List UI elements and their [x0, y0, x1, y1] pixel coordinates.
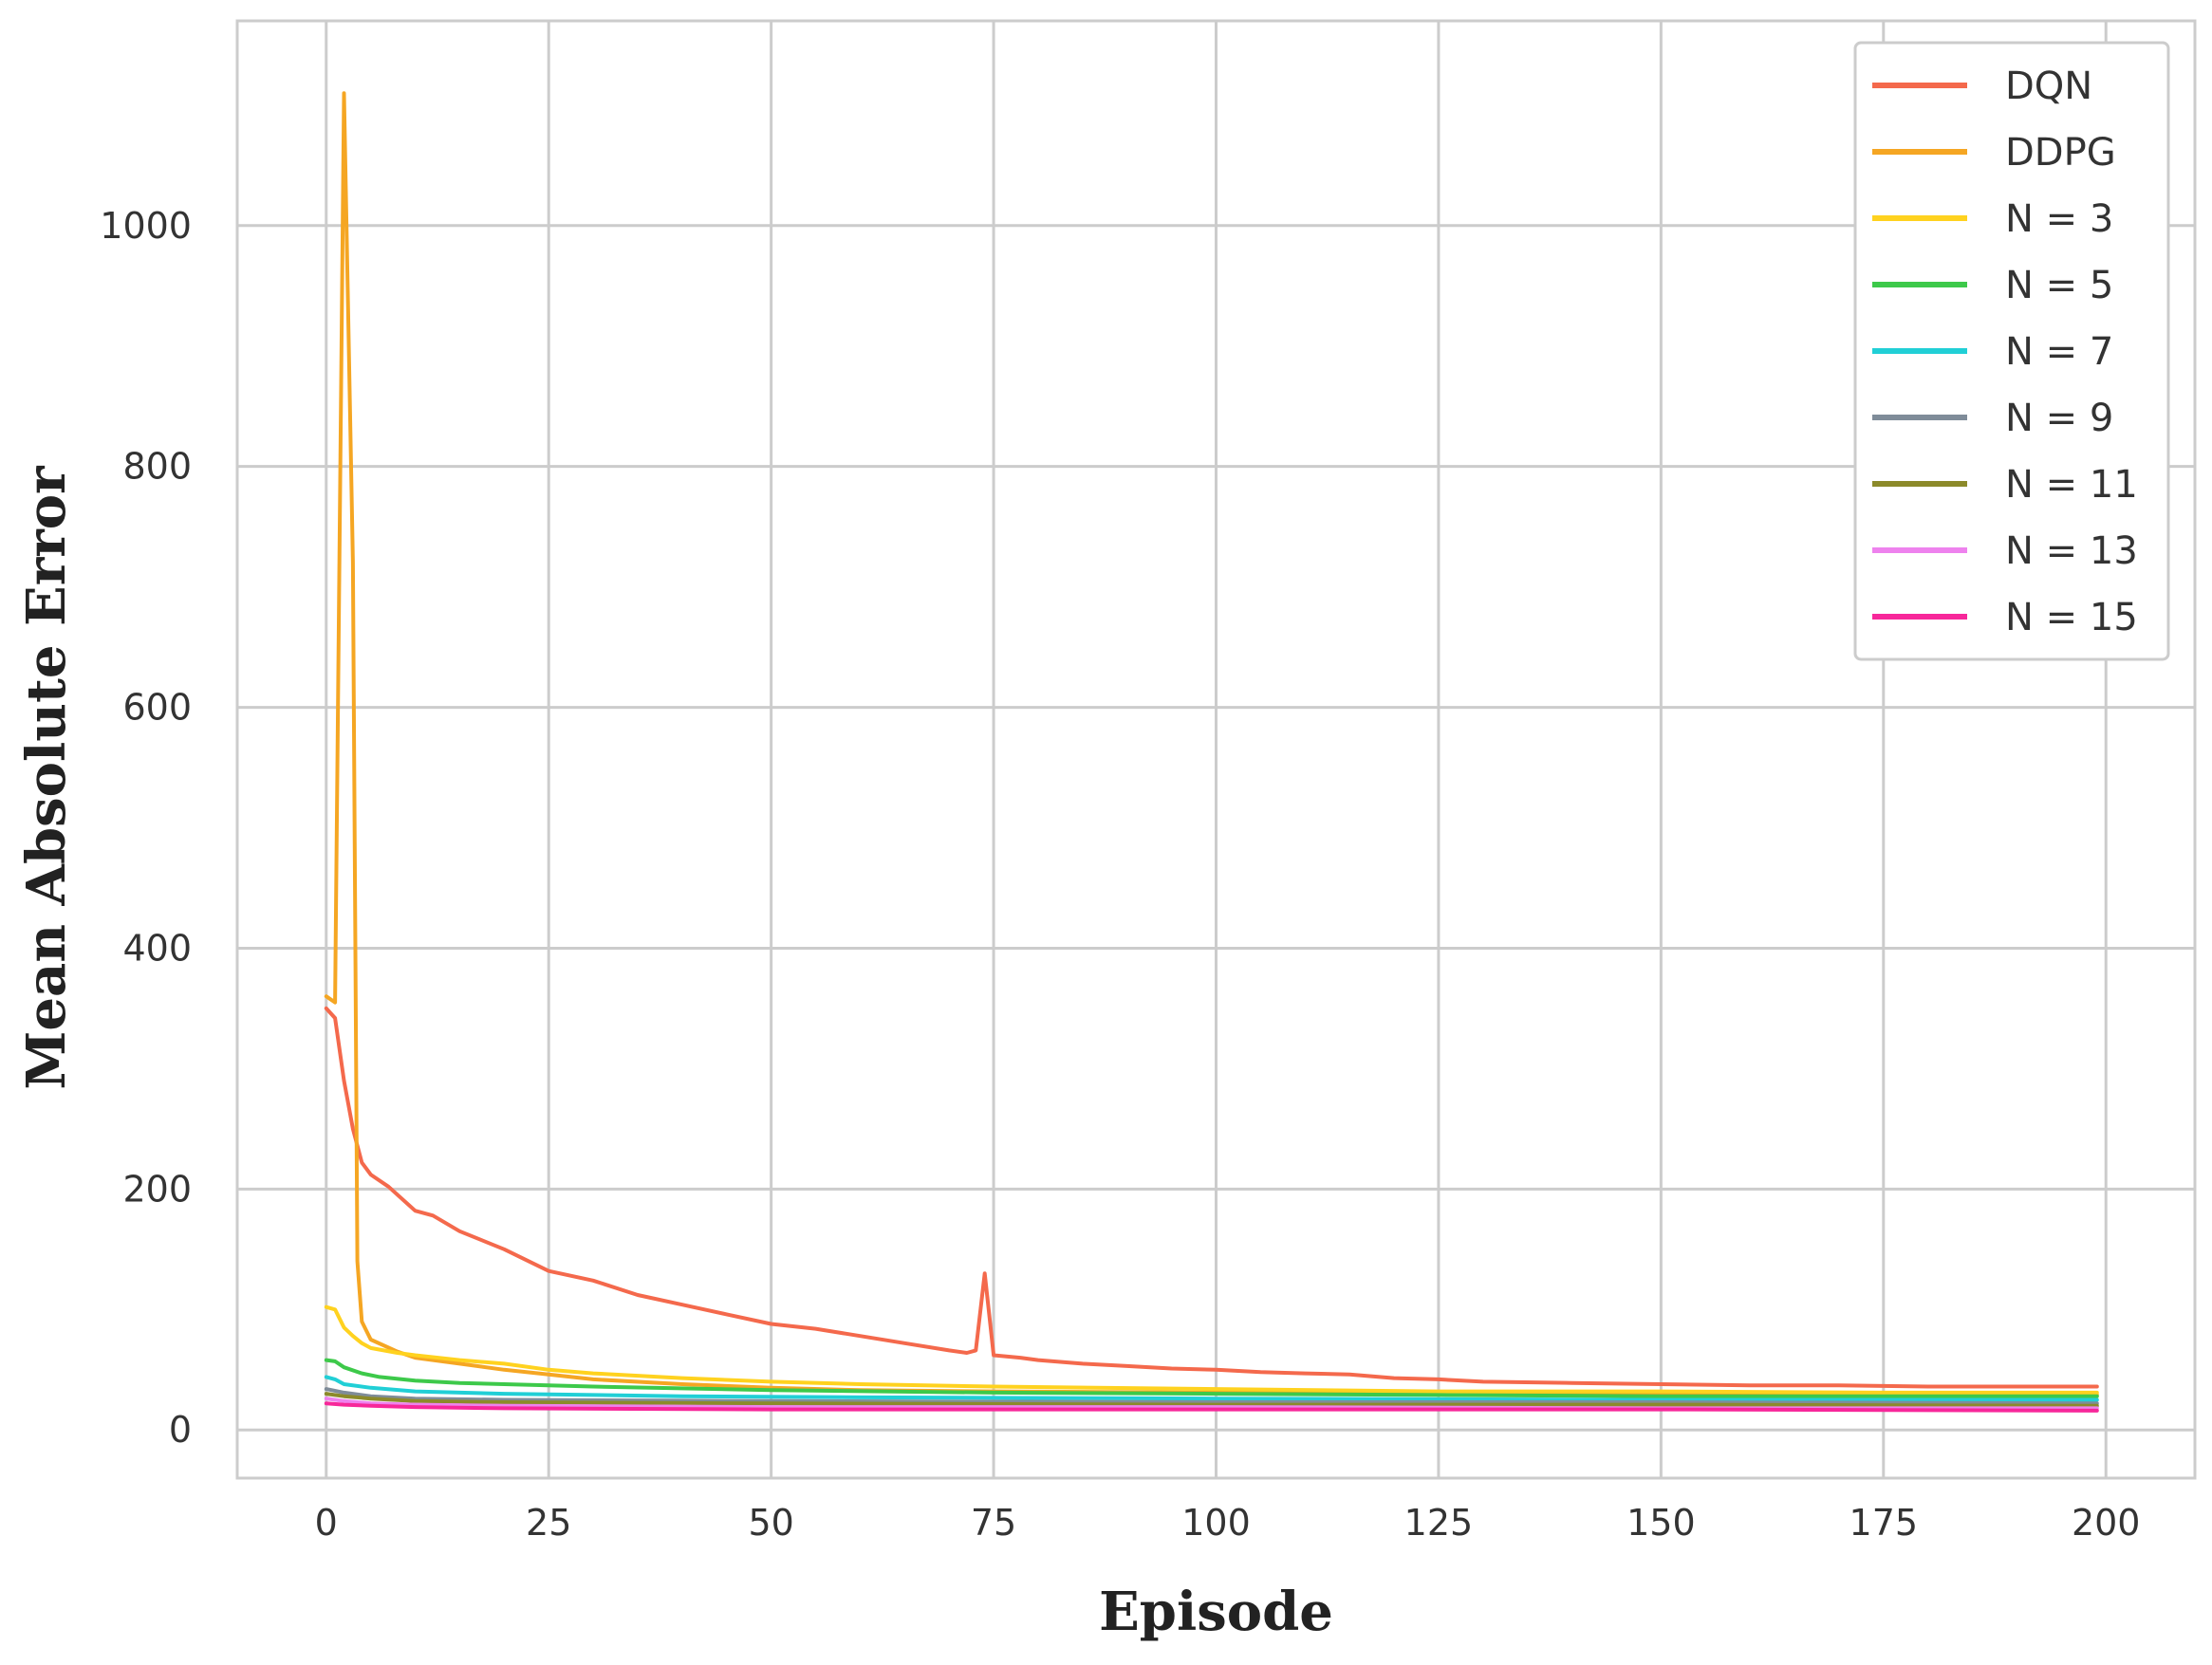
legend-label: N = 7 — [2005, 330, 2113, 374]
series-line-n-5 — [324, 1358, 2099, 1398]
legend-label: N = 13 — [2005, 529, 2138, 573]
series-line-n-7 — [324, 1375, 2099, 1402]
legend-label: N = 11 — [2005, 463, 2138, 507]
series-line-n-15 — [324, 1401, 2099, 1413]
x-tick-label: 0 — [315, 1502, 338, 1544]
x-tick-label: 75 — [971, 1502, 1016, 1544]
x-tick-label: 100 — [1181, 1502, 1251, 1544]
legend-box — [1853, 41, 2170, 661]
y-tick-label: 600 — [122, 687, 192, 729]
y-tick-label: 200 — [122, 1168, 192, 1210]
y-tick-label: 1000 — [100, 205, 192, 247]
legend-label: N = 15 — [2005, 596, 2138, 639]
plot-frame — [235, 19, 2197, 1480]
legend-label: N = 9 — [2005, 397, 2113, 440]
x-tick-label: 25 — [526, 1502, 571, 1544]
legend-label: DDPG — [2005, 131, 2116, 175]
x-tick-label: 150 — [1626, 1502, 1696, 1544]
x-tick-label: 50 — [748, 1502, 793, 1544]
x-tick-label: 175 — [1850, 1502, 1919, 1544]
series-lines — [324, 91, 2099, 1413]
legend: DQN DDPG N = 3 N = 5 N = 7 N = 9 N = 11 N = 13 N… — [1853, 41, 2170, 661]
series-line-n-9 — [324, 1387, 2099, 1406]
legend-label: DQN — [2005, 65, 2092, 108]
y-tick-label: 800 — [122, 446, 192, 488]
series-line-n-3 — [324, 1304, 2099, 1395]
x-tick-label: 125 — [1404, 1502, 1474, 1544]
x-tick-label: 200 — [2072, 1502, 2141, 1544]
x-axis-label: Episode — [1099, 1581, 1333, 1643]
series-line-n-11 — [324, 1392, 2099, 1408]
y-axis-label: Mean Absolute Error — [15, 465, 78, 1090]
y-tick-labels: 0 200 400 600 800 1000 — [100, 205, 192, 1451]
legend-label: N = 3 — [2005, 197, 2113, 241]
y-tick-label: 0 — [169, 1409, 192, 1451]
series-line-dqn — [324, 1006, 2099, 1389]
y-tick-label: 400 — [122, 927, 192, 969]
x-tick-labels: 0 25 50 75 100 125 150 175 200 — [315, 1502, 2141, 1544]
legend-label: N = 5 — [2005, 264, 2113, 307]
